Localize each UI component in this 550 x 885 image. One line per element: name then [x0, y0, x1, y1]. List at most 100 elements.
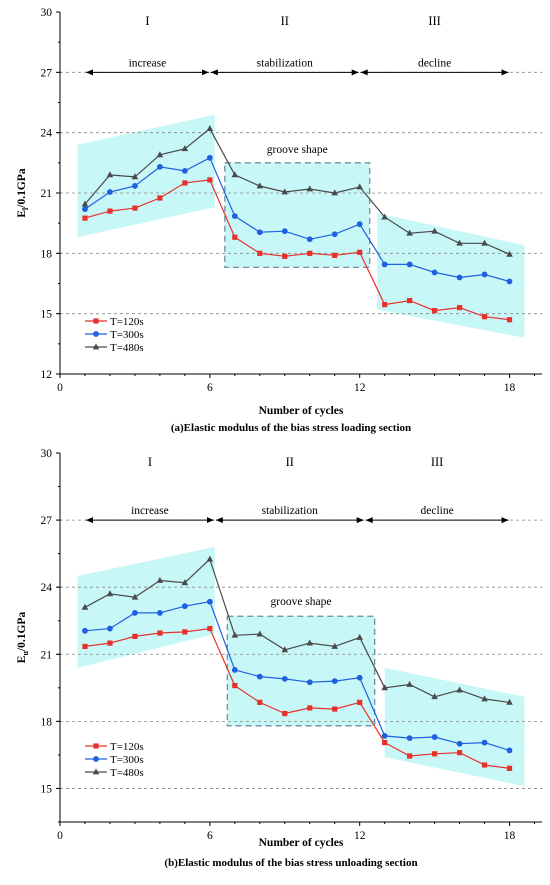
data-point-s3-14 — [406, 229, 413, 236]
data-point-s1-10 — [307, 250, 313, 256]
trend-band-2 — [224, 162, 370, 268]
series-line-2 — [84, 601, 510, 751]
data-point-s2-11 — [331, 678, 338, 685]
data-point-s3-17 — [481, 695, 488, 702]
data-point-s2-2 — [107, 189, 113, 195]
x-tick-label-6: 6 — [207, 830, 213, 842]
stage-phase-3: decline — [418, 57, 451, 69]
y-tick-label-15: 15 — [41, 309, 53, 321]
data-point-s2-12 — [356, 221, 363, 228]
y-tick-label-30: 30 — [41, 448, 53, 460]
data-point-s1-13 — [382, 302, 388, 308]
series-line-1 — [84, 627, 510, 769]
data-point-s2-6 — [206, 598, 213, 605]
data-point-s2-10 — [306, 236, 313, 243]
data-point-s2-8 — [256, 673, 263, 680]
legend-label-1: T=120s — [110, 316, 144, 328]
legend-marker-1 — [93, 743, 99, 749]
legend-label-1: T=120s — [110, 741, 144, 753]
data-point-s3-18 — [506, 250, 513, 257]
data-point-s3-12 — [356, 633, 363, 640]
data-point-s3-5 — [181, 145, 189, 152]
y-tick-label-18: 18 — [41, 716, 53, 728]
legend-label-2: T=300s — [110, 754, 144, 766]
data-point-s2-6 — [206, 154, 213, 161]
data-point-s3-4 — [156, 576, 164, 583]
data-point-s3-3 — [131, 593, 139, 600]
data-point-s3-10 — [306, 639, 314, 646]
data-point-s1-6 — [207, 177, 213, 183]
data-point-s3-16 — [456, 239, 463, 246]
data-point-s1-11 — [332, 706, 338, 712]
data-point-s1-7 — [232, 234, 238, 240]
data-point-s1-2 — [107, 640, 113, 646]
data-point-s2-14 — [406, 735, 413, 742]
data-point-s2-16 — [456, 274, 463, 281]
data-point-s3-14 — [406, 680, 413, 687]
data-point-s2-11 — [331, 231, 338, 238]
stage-roman-1: I — [148, 455, 152, 469]
data-point-s2-13 — [381, 733, 388, 739]
data-point-s3-9 — [281, 646, 289, 653]
data-point-s2-8 — [256, 229, 263, 236]
data-point-s1-6 — [207, 625, 213, 632]
data-point-s3-1 — [81, 603, 89, 610]
y-axis-title: Eu/0.1GPa — [16, 612, 30, 664]
data-point-s3-6 — [206, 555, 214, 562]
stage-roman-2: II — [281, 14, 289, 28]
y-axis-title-rest: /0.1GPa — [16, 612, 28, 653]
data-point-s3-15 — [431, 227, 438, 234]
data-point-s1-5 — [182, 180, 188, 186]
data-point-s2-17 — [481, 271, 488, 278]
data-point-s2-1 — [82, 627, 88, 634]
data-point-s3-17 — [481, 239, 488, 246]
figure-caption: (b)Elastic modulus of the bias stress un… — [164, 857, 417, 869]
data-point-s3-15 — [431, 693, 438, 700]
data-point-s1-17 — [481, 314, 488, 320]
stage-roman-3: III — [431, 455, 444, 469]
x-tick-label-18: 18 — [504, 382, 516, 394]
data-point-s2-9 — [281, 228, 288, 235]
data-point-s3-7 — [231, 171, 239, 178]
data-point-s3-8 — [256, 182, 264, 189]
data-point-s2-12 — [356, 674, 363, 681]
groove-box — [226, 615, 376, 727]
data-point-s3-18 — [506, 698, 513, 705]
trend-band-2 — [227, 616, 375, 726]
legend-label-3: T=480s — [110, 342, 144, 354]
x-tick-label-18: 18 — [504, 830, 516, 842]
stage-phase-1: increase — [129, 57, 167, 69]
legend-label-2: T=300s — [110, 329, 144, 341]
data-point-s1-18 — [506, 317, 513, 323]
y-tick-label-21: 21 — [41, 649, 53, 661]
data-point-s2-7 — [231, 213, 238, 220]
data-point-s1-1 — [82, 215, 88, 221]
data-point-s1-13 — [382, 740, 388, 746]
data-point-s2-4 — [156, 610, 163, 616]
y-axis-title-main: E — [16, 210, 28, 218]
y-axis-title-main: E — [16, 655, 28, 663]
data-point-s2-7 — [231, 667, 238, 673]
data-point-s2-15 — [431, 269, 438, 276]
stage-roman-1: I — [145, 14, 149, 28]
data-point-s2-5 — [181, 167, 188, 174]
stage-phase-2: stabilization — [262, 505, 318, 517]
legend-marker-3 — [92, 343, 100, 350]
x-tick-label-12: 12 — [354, 382, 366, 394]
groove-box — [224, 162, 371, 269]
data-point-s1-12 — [357, 249, 363, 255]
series-line-2 — [84, 156, 510, 283]
data-point-s1-3 — [132, 205, 138, 211]
stage-roman-2: II — [286, 455, 294, 469]
legend-marker-3 — [92, 768, 100, 775]
x-tick-label-0: 0 — [57, 830, 63, 842]
data-point-s2-15 — [431, 734, 438, 740]
data-point-s1-8 — [257, 699, 263, 705]
data-point-s3-1 — [81, 200, 89, 207]
y-axis-title: El/0.1GPa — [16, 168, 30, 217]
data-point-s3-5 — [181, 579, 189, 586]
data-point-s1-11 — [332, 252, 338, 258]
data-point-s2-3 — [132, 183, 138, 189]
y-tick-label-30: 30 — [41, 7, 53, 19]
